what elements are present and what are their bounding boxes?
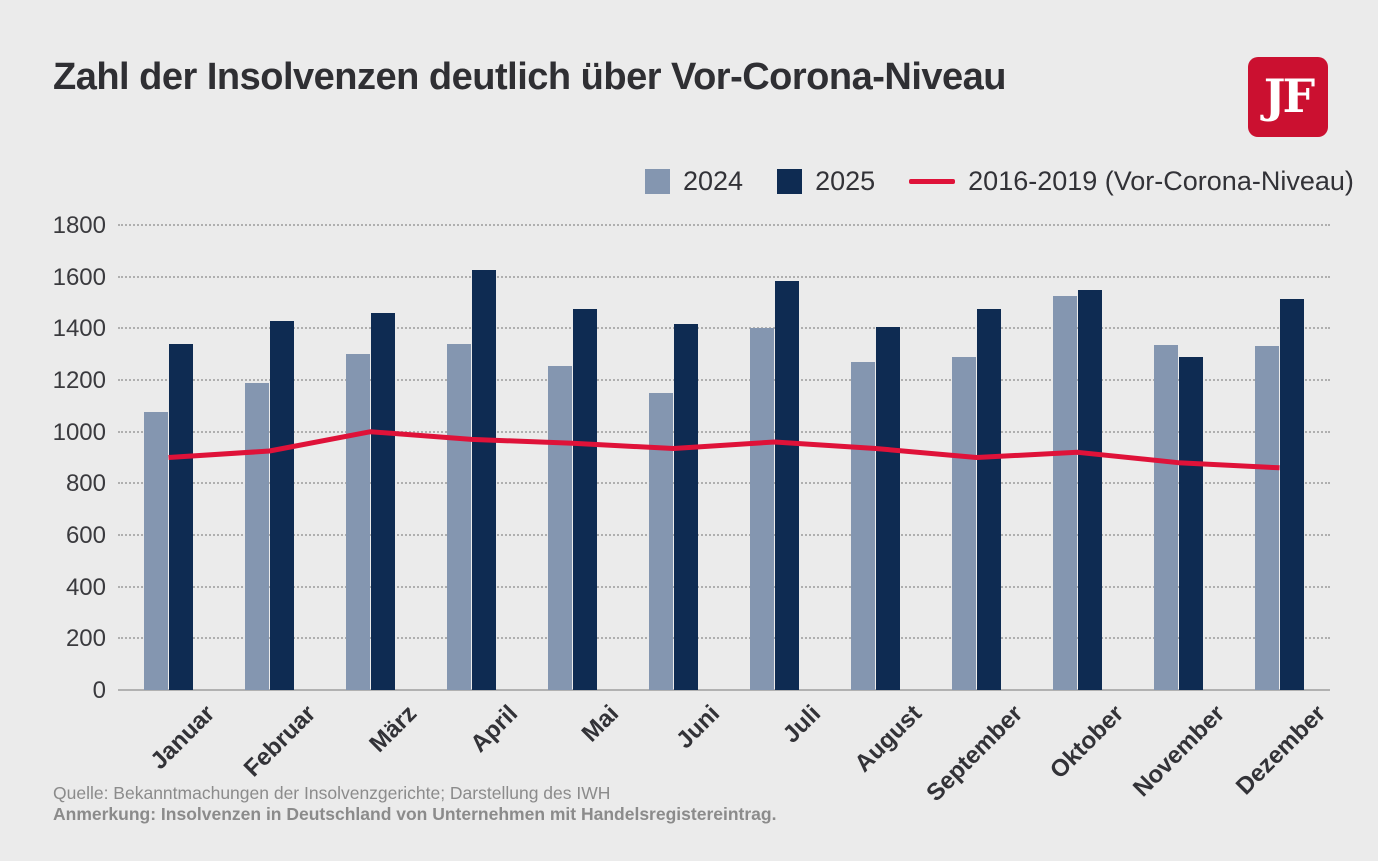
bar-2025-November (1179, 356, 1203, 690)
note-text: Anmerkung: Insolvenzen in Deutschland vo… (53, 804, 777, 824)
x-label-Februar: Februar (238, 700, 321, 783)
x-label-Januar: Januar (144, 700, 220, 775)
bar-2025-Dezember (1280, 298, 1304, 690)
bar-2025-Januar (169, 343, 193, 690)
bar-2024-November (1154, 345, 1178, 690)
trend-line (168, 429, 1280, 471)
bar-2024-März (346, 354, 370, 690)
bar-2025-August (876, 327, 900, 690)
footer: Quelle: Bekanntmachungen der Insolvenzge… (53, 783, 776, 825)
legend-swatch-2024 (645, 169, 670, 194)
bar-2024-Juli (750, 328, 774, 690)
legend-item-precorona: 2016-2019 (Vor-Corona-Niveau) (909, 166, 1354, 197)
bar-2024-Mai (548, 365, 572, 690)
bar-2025-Februar (270, 320, 294, 690)
bar-2025-September (977, 308, 1001, 690)
y-tick-1600: 1600 (52, 263, 106, 291)
gridline-1600 (118, 275, 1330, 278)
bar-2024-Juni (649, 392, 673, 690)
bar-2024-September (952, 356, 976, 690)
bar-2025-Juni (674, 324, 698, 690)
bar-2025-Oktober (1078, 289, 1102, 690)
page-title: Zahl der Insolvenzen deutlich über Vor-C… (53, 56, 1007, 98)
legend-swatch-2025 (777, 169, 803, 194)
x-label-März: März (363, 700, 422, 758)
gridline-1000 (118, 430, 1330, 433)
jf-logo: JF (1248, 57, 1328, 137)
bar-2024-Dezember (1255, 346, 1279, 690)
y-tick-600: 600 (65, 522, 106, 549)
x-label-August: August (849, 700, 927, 778)
gridline-800 (118, 482, 1330, 485)
y-tick-1800: 1800 (52, 212, 106, 239)
x-label-Mai: Mai (576, 700, 624, 748)
source-text: Quelle: Bekanntmachungen der Insolvenzge… (53, 783, 611, 803)
bar-2025-Mai (573, 308, 597, 690)
legend-label-precorona: 2016-2019 (Vor-Corona-Niveau) (968, 166, 1354, 196)
bar-2024-Oktober (1053, 296, 1077, 690)
x-label-Oktober: Oktober (1044, 700, 1129, 785)
bar-2024-August (851, 361, 875, 690)
legend: 2024 2025 2016-2019 (Vor-Corona-Niveau) (645, 166, 1354, 197)
legend-line-precorona (909, 179, 956, 184)
x-label-Juni: Juni (670, 700, 725, 754)
x-label-November: November (1127, 700, 1230, 803)
bar-2025-Juli (775, 280, 799, 690)
y-tick-1200: 1200 (52, 367, 106, 394)
x-label-Juli: Juli (777, 700, 826, 749)
gridline-1800 (118, 224, 1330, 226)
x-label-April: April (464, 700, 523, 758)
legend-label-2025: 2025 (815, 166, 876, 196)
legend-item-2025: 2025 (777, 166, 875, 197)
bar-2024-Januar (144, 412, 168, 690)
y-tick-0: 0 (92, 677, 106, 704)
legend-label-2024: 2024 (683, 166, 744, 196)
y-tick-400: 400 (65, 573, 106, 601)
bar-2025-März (371, 312, 395, 690)
jf-logo-text: JF (1263, 69, 1315, 123)
legend-item-2024: 2024 (645, 166, 743, 197)
gridline-200 (118, 637, 1330, 640)
bar-2024-April (447, 343, 471, 690)
y-tick-200: 200 (65, 625, 106, 653)
bar-2024-Februar (245, 382, 269, 690)
gridline-1200 (118, 379, 1330, 381)
gridline-1400 (118, 327, 1330, 330)
x-label-September: September (920, 700, 1028, 807)
gridline-400 (118, 585, 1330, 588)
y-tick-1400: 1400 (52, 315, 106, 343)
bar-2025-April (472, 270, 496, 690)
y-tick-800: 800 (65, 470, 106, 498)
x-label-Dezember: Dezember (1230, 700, 1331, 801)
x-axis-line (118, 689, 1330, 691)
gridline-600 (118, 534, 1330, 536)
y-tick-1000: 1000 (52, 418, 106, 446)
